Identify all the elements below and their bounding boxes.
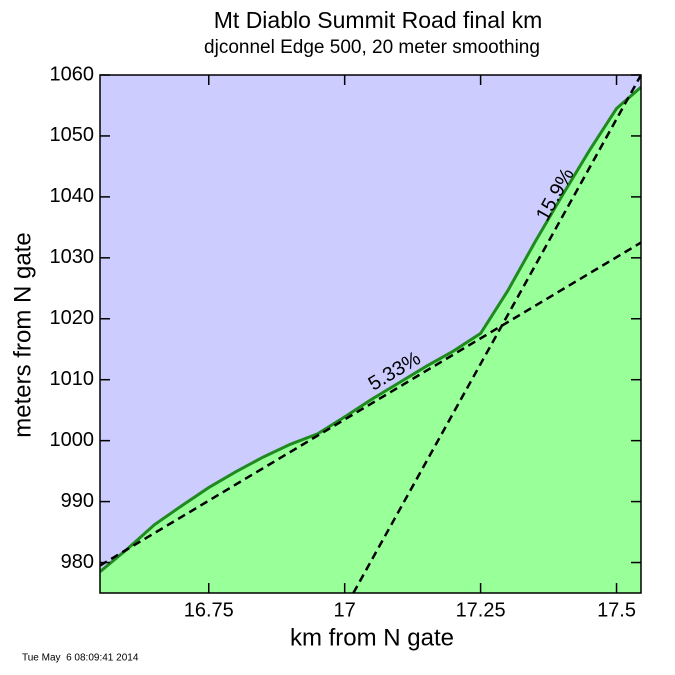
y-tick-label: 980	[61, 551, 94, 573]
x-tick-label: 17.25	[456, 599, 506, 621]
chart-title: Mt Diablo Summit Road final km	[214, 7, 543, 33]
plot-frame	[99, 74, 642, 594]
y-tick-label: 1010	[50, 368, 95, 390]
y-tick-label: 990	[61, 490, 94, 512]
y-tick-label: 1020	[50, 307, 95, 329]
y-tick-label: 1030	[50, 246, 95, 268]
x-tick-label: 17	[334, 599, 356, 621]
timestamp: Tue May 6 08:09:41 2014	[22, 653, 139, 664]
x-tick-label: 16.75	[184, 599, 234, 621]
y-axis-label: meters from N gate	[9, 232, 36, 437]
chart-subtitle: djconnel Edge 500, 20 meter smoothing	[204, 37, 540, 58]
x-axis-label: km from N gate	[290, 624, 454, 651]
area-fill	[100, 87, 641, 593]
y-tick-label: 1000	[50, 429, 95, 451]
y-tick-label: 1060	[50, 63, 95, 85]
x-tick-label: 17.5	[597, 599, 636, 621]
fit-line	[100, 241, 641, 567]
fit-line	[352, 75, 641, 593]
y-tick-label: 1040	[50, 185, 95, 207]
line	[100, 86, 641, 573]
y-tick-label: 1050	[50, 124, 95, 146]
